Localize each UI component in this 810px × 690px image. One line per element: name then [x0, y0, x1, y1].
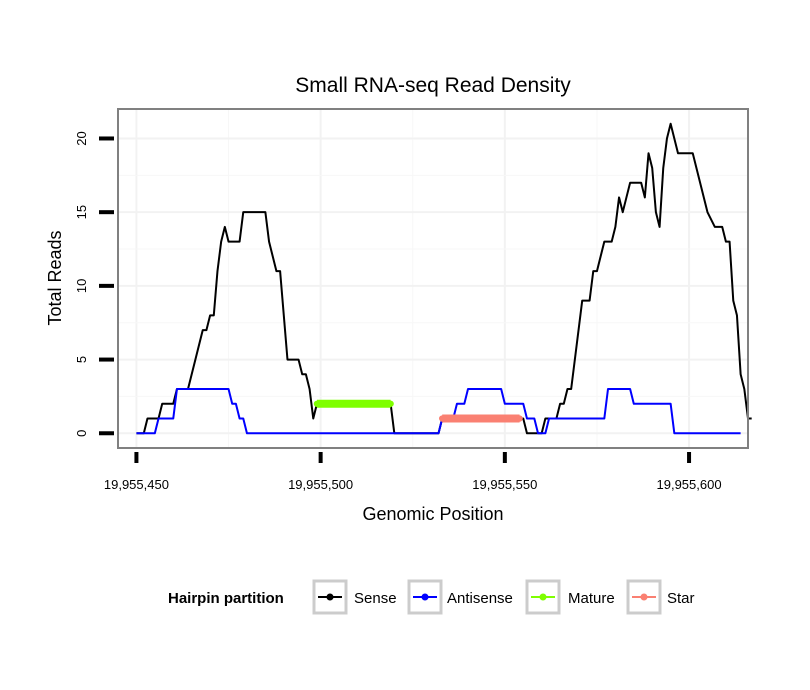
legend-label: Antisense — [447, 590, 513, 607]
grid — [118, 109, 748, 448]
legend-swatch-point — [421, 593, 429, 601]
y-tick-label: 0 — [74, 430, 89, 437]
legend-swatch-point — [326, 593, 334, 601]
y-axis-label: Total Reads — [45, 230, 65, 325]
legend-item-mature: Mature — [525, 579, 615, 615]
legend-label: Mature — [568, 590, 615, 607]
x-axis-label: Genomic Position — [362, 504, 503, 524]
legend-label: Sense — [354, 590, 397, 607]
y-tick-label: 20 — [74, 131, 89, 145]
chart-title: Small RNA-seq Read Density — [295, 74, 571, 97]
legend-key — [407, 579, 443, 615]
y-tick-label: 15 — [74, 205, 89, 219]
legend-swatch-point — [539, 593, 547, 601]
x-tick-label: 19,955,550 — [472, 477, 537, 492]
x-tick-label: 19,955,600 — [657, 477, 722, 492]
y-tick-label: 5 — [74, 356, 89, 363]
x-axis: 19,955,450 19,955,500 19,955,550 19,955,600 — [104, 452, 722, 492]
series-line-antisense — [136, 388, 741, 435]
series-layer — [136, 122, 752, 435]
y-axis: 0 5 10 15 20 — [74, 131, 114, 437]
legend: Hairpin partition Sense Antisense Mature St… — [168, 579, 695, 615]
legend-swatch-point — [640, 593, 648, 601]
series-point-star — [516, 415, 523, 422]
plot-border — [117, 108, 749, 449]
y-tick-label: 10 — [74, 279, 89, 293]
series-point-mature — [387, 400, 394, 407]
x-tick-label: 19,955,500 — [288, 477, 353, 492]
legend-title: Hairpin partition — [168, 590, 284, 607]
x-tick-label: 19,955,450 — [104, 477, 169, 492]
legend-label: Star — [667, 590, 695, 607]
legend-item-antisense: Antisense — [407, 579, 513, 615]
legend-item-star: Star — [626, 579, 695, 615]
legend-item-sense: Sense — [312, 579, 397, 615]
